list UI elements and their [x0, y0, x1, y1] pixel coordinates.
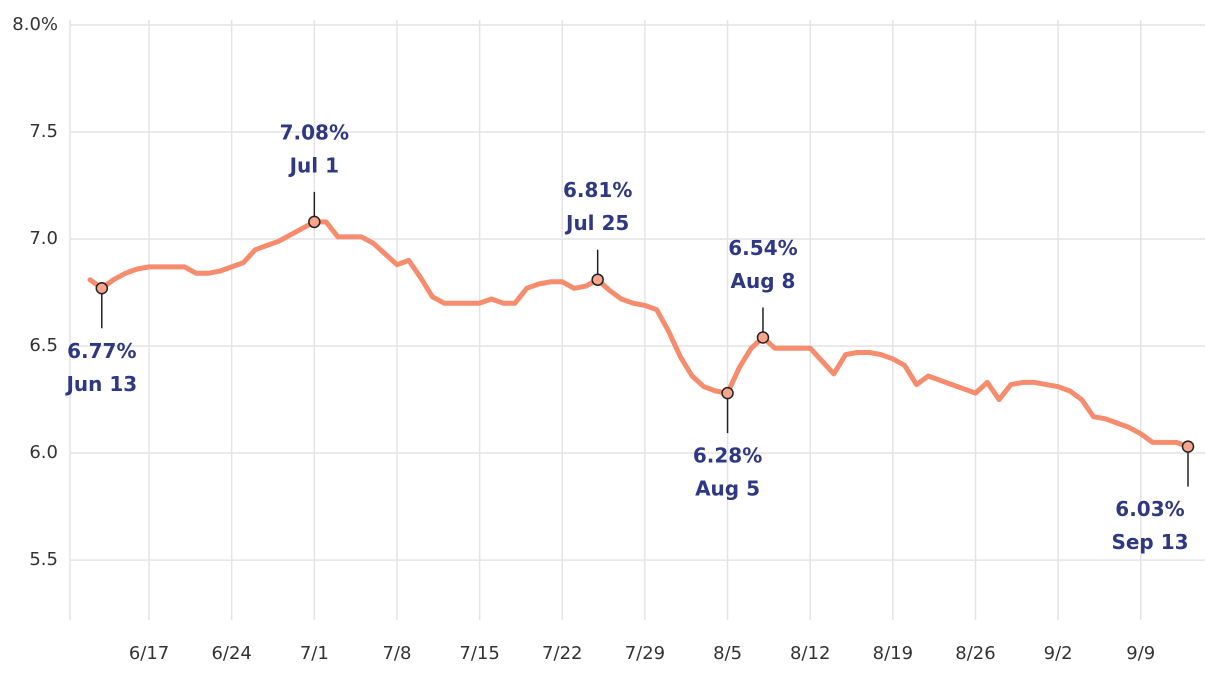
annotation-value: 6.77% — [67, 339, 136, 363]
x-tick-label: 6/24 — [211, 643, 251, 664]
annotation-value: 6.81% — [563, 178, 632, 202]
point-marker — [721, 386, 734, 400]
annotation-value: 7.08% — [280, 120, 349, 144]
annotation-date: Sep 13 — [1111, 530, 1188, 554]
annotation-date: Jul 25 — [564, 211, 629, 235]
y-tick-label: 6.0 — [29, 442, 58, 463]
point-marker — [591, 273, 604, 286]
x-tick-label: 8/19 — [873, 643, 913, 664]
point-marker — [308, 215, 321, 229]
x-tick-label: 8/12 — [790, 643, 830, 664]
y-tick-label: 6.5 — [29, 335, 58, 356]
annotation-value: 6.54% — [728, 236, 797, 260]
y-tick-label: 7.5 — [29, 121, 58, 142]
x-tick-label: 7/8 — [382, 643, 411, 664]
point-marker — [756, 331, 770, 344]
annotation-date: Aug 5 — [695, 477, 760, 501]
annotation-date: Jun 13 — [64, 372, 137, 396]
rate-line — [87, 219, 1191, 450]
x-tick-label: 8/26 — [955, 643, 995, 664]
y-tick-label: 5.5 — [29, 549, 58, 570]
annotation-value: 6.28% — [693, 444, 762, 468]
x-tick-label: 7/15 — [459, 643, 499, 664]
y-tick-label: 7.0 — [29, 228, 58, 249]
x-tick-label: 9/9 — [1126, 643, 1155, 664]
x-tick-label: 6/17 — [129, 643, 169, 664]
x-tick-label: 9/2 — [1044, 643, 1073, 664]
point-marker — [95, 282, 109, 295]
x-tick-label: 7/22 — [542, 643, 582, 664]
annotation-date: Aug 8 — [731, 269, 796, 293]
x-tick-label: 8/5 — [713, 643, 742, 664]
annotation-date: Jul 1 — [288, 153, 339, 177]
y-tick-label: 8.0% — [12, 14, 58, 35]
x-tick-label: 7/1 — [300, 643, 329, 664]
x-tick-label: 7/29 — [625, 643, 665, 664]
point-marker — [1181, 440, 1195, 453]
annotation-value: 6.03% — [1115, 497, 1184, 521]
